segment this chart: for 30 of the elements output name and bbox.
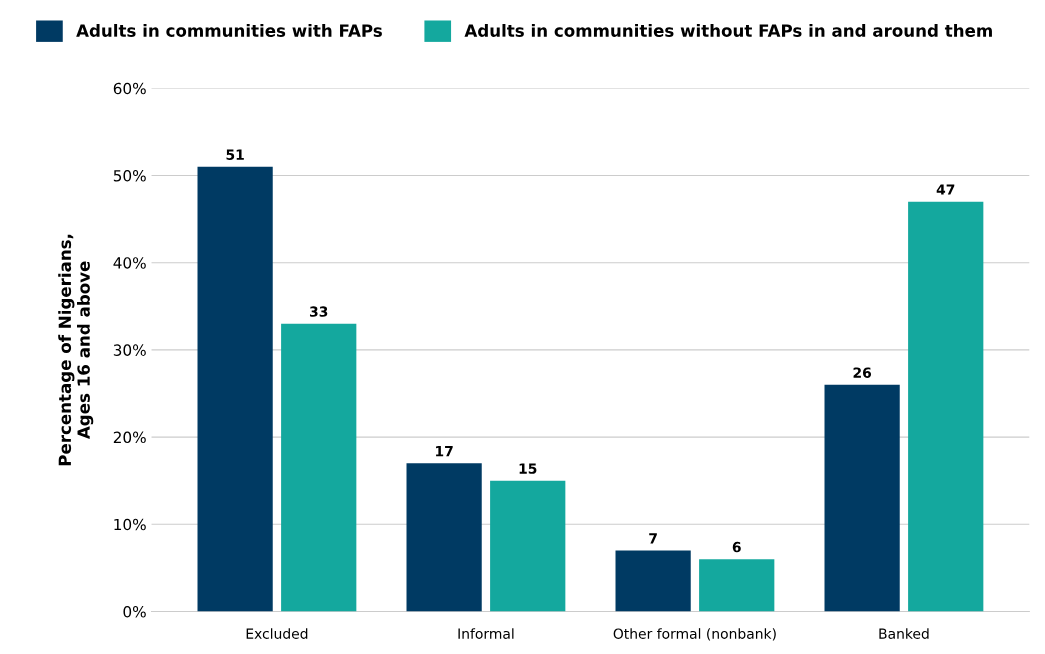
- y-tick-label: 50%: [113, 169, 146, 182]
- data-label: 47: [936, 184, 955, 195]
- y-axis-title: Percentage of Nigerians, Ages 16 and above: [58, 234, 94, 466]
- data-label: 15: [519, 463, 537, 474]
- data-label: 7: [649, 533, 657, 544]
- x-tick-label: Banked: [879, 628, 929, 639]
- data-label: 51: [226, 149, 244, 160]
- y-tick-label: 40%: [113, 257, 146, 269]
- legend-label: Adults in communities without FAPs in and around them: [464, 23, 992, 37]
- data-label: 6: [732, 541, 741, 553]
- bar: [281, 323, 357, 612]
- bar: [406, 463, 482, 612]
- bar: [908, 201, 984, 612]
- x-tick-label: Informal: [458, 628, 514, 639]
- y-tick-label: 0%: [123, 605, 146, 618]
- bar: [824, 384, 900, 612]
- y-tick-label: 60%: [113, 82, 146, 95]
- y-tick-label: 10%: [114, 518, 146, 531]
- data-label: 26: [853, 367, 872, 378]
- data-label: 17: [436, 446, 453, 457]
- y-tick-label: 30%: [113, 344, 146, 356]
- bar: [699, 559, 775, 612]
- x-tick-label: Excluded: [246, 628, 308, 639]
- bar: [197, 166, 273, 612]
- y-tick-label: 20%: [113, 431, 146, 444]
- bar: [490, 480, 566, 612]
- x-tick-label: Other formal (nonbank): [613, 628, 776, 641]
- bar: [615, 550, 691, 612]
- legend-label: Adults in communities with FAPs: [76, 23, 382, 37]
- data-label: 33: [309, 306, 328, 317]
